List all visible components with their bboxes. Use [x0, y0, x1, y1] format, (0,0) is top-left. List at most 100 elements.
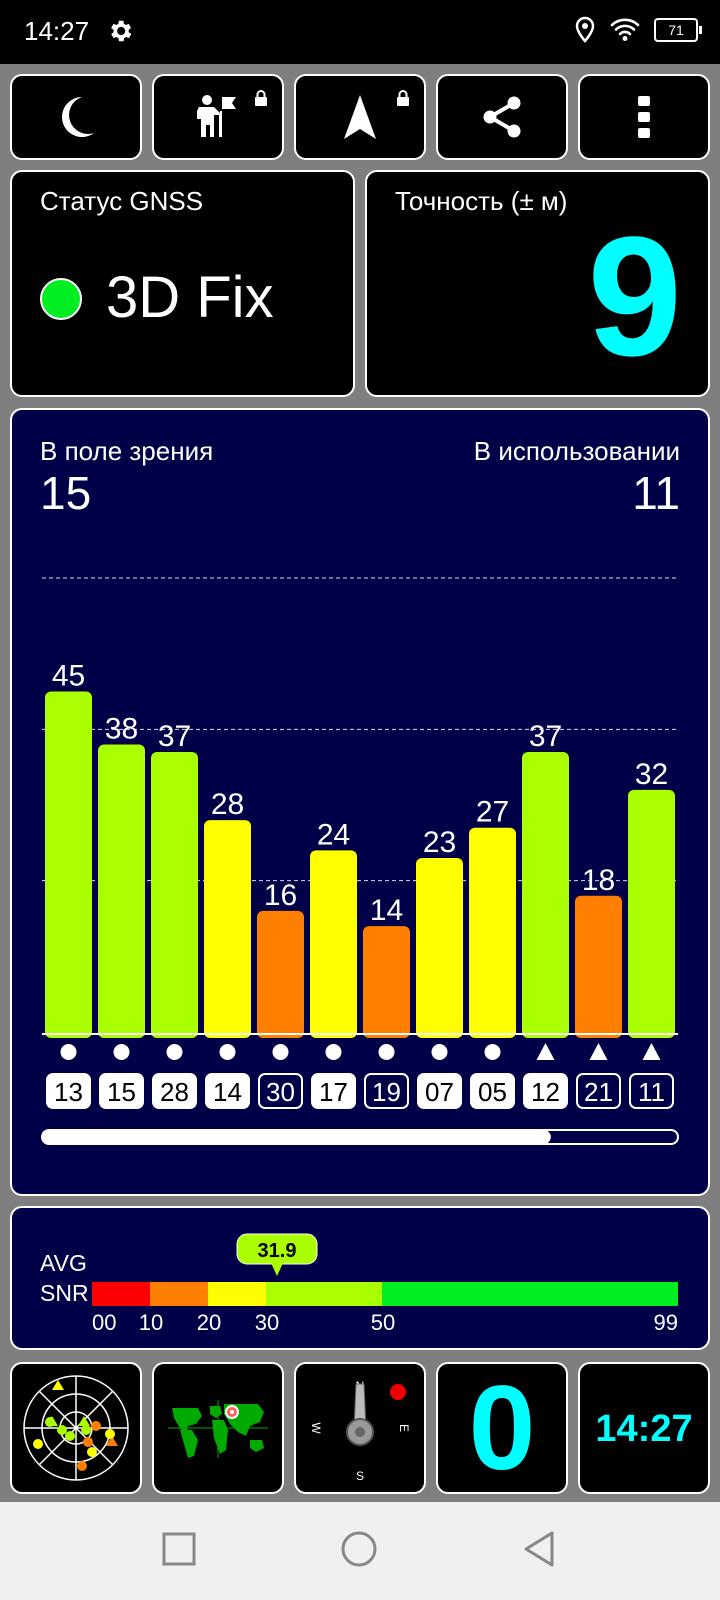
snr-bar	[310, 850, 357, 1038]
satellite-marker	[536, 1043, 555, 1060]
satellite-id-label: 30	[266, 1077, 295, 1107]
snr-value-label: 14	[370, 894, 403, 927]
satellite-marker	[378, 1044, 395, 1060]
satellite-id-label: 14	[213, 1077, 242, 1107]
fix-indicator	[40, 278, 82, 320]
status-bar: 14:27 71	[0, 0, 720, 64]
satellite-id-box	[523, 1073, 568, 1109]
satellite-id-box	[470, 1073, 515, 1109]
lock-icon	[397, 90, 409, 106]
satellite-marker	[325, 1044, 342, 1060]
satellite-marker	[219, 1044, 236, 1060]
in-use-label: В использовании	[473, 436, 680, 466]
snr-bar	[628, 789, 675, 1038]
satellite-id-label: 19	[372, 1077, 401, 1107]
snr-scale-segment	[382, 1282, 678, 1306]
satellite-id-label: 11	[638, 1077, 665, 1107]
compass-icon: N S W E	[309, 1379, 411, 1483]
satellite-marker	[166, 1044, 183, 1060]
snr-value-label: 27	[476, 796, 509, 829]
compass-s: S	[356, 1469, 364, 1483]
clock-button[interactable]: 14:27	[578, 1362, 710, 1494]
snr-value-label: 45	[52, 660, 85, 693]
waypoint-button[interactable]	[152, 74, 284, 160]
satellite-id-box	[46, 1073, 91, 1109]
compass-button[interactable]: N S W E	[294, 1362, 426, 1494]
snr-bar	[363, 926, 410, 1038]
sky-view-button[interactable]	[10, 1362, 142, 1494]
lock-icon	[255, 90, 267, 106]
satellite-id-box	[152, 1073, 197, 1109]
status-time: 14:27	[24, 16, 90, 46]
satellite-panel: В поле зрения 15 В использовании 11 45 13…	[10, 408, 710, 1196]
satellite-id-box	[258, 1073, 303, 1109]
speed-value: 0	[468, 1361, 536, 1495]
snr-tick-label: 20	[197, 1310, 221, 1335]
satellite-marker	[60, 1044, 77, 1060]
in-view-label: В поле зрения	[40, 436, 214, 466]
gnss-status-panel: Статус GNSS 3D Fix	[10, 170, 355, 397]
gnss-status-label: Статус GNSS	[40, 186, 204, 216]
recent-apps-button[interactable]	[162, 1532, 196, 1566]
satellite-id-box	[99, 1073, 144, 1109]
snr-bar	[469, 827, 516, 1038]
back-button[interactable]	[522, 1530, 556, 1568]
snr-bar	[204, 820, 251, 1038]
world-map-button[interactable]	[152, 1362, 284, 1494]
night-mode-button[interactable]	[10, 74, 142, 160]
snr-bar	[45, 691, 92, 1038]
wifi-icon	[610, 18, 640, 41]
snr-bar	[98, 744, 145, 1038]
accuracy-label: Точность (± м)	[395, 186, 568, 216]
snr-scale-segment	[266, 1282, 382, 1306]
snr-bar	[151, 752, 198, 1038]
navigation-button[interactable]	[294, 74, 426, 160]
more-vertical-icon	[638, 96, 650, 138]
navigation-bar	[0, 1502, 720, 1600]
compass-e: E	[397, 1424, 411, 1432]
satellite-id-label: 07	[425, 1077, 454, 1107]
world-map-icon	[168, 1400, 268, 1458]
snr-label: SNR	[40, 1280, 89, 1306]
snr-tick-label: 10	[139, 1310, 163, 1335]
satellite-marker	[113, 1044, 130, 1060]
satellite-id-box	[205, 1073, 250, 1109]
more-options-button[interactable]	[578, 74, 710, 160]
home-button[interactable]	[340, 1530, 378, 1568]
satellite-id-label: 05	[478, 1077, 507, 1107]
in-use-count: 11	[632, 467, 680, 519]
share-button[interactable]	[436, 74, 568, 160]
location-icon	[575, 16, 595, 43]
snr-value-label: 24	[317, 818, 350, 851]
snr-tick-label: 50	[371, 1310, 395, 1335]
sky-plot-icon	[23, 1375, 129, 1481]
snr-value-label: 18	[582, 864, 615, 897]
satellite-marker	[272, 1044, 289, 1060]
accuracy-panel: Точность (± м) 9	[365, 170, 710, 397]
snr-tick-label: 30	[255, 1310, 279, 1335]
satellite-id-label: 28	[160, 1077, 189, 1107]
satellite-marker	[642, 1043, 661, 1060]
moon-icon	[61, 97, 94, 137]
snr-bar-chart: 45 13 38 15 37 28 28 14 16 30 24 17 14 19 23 07 27 05 37 12…	[41, 577, 679, 1145]
snr-scale-segment	[208, 1282, 266, 1306]
share-icon	[483, 96, 521, 138]
satellite-id-box	[311, 1073, 356, 1109]
in-view-count: 15	[40, 467, 92, 519]
satellite-id-label: 12	[531, 1077, 560, 1107]
person-flag-icon	[197, 95, 236, 137]
snr-bar	[575, 895, 622, 1038]
speed-button[interactable]: 0	[436, 1362, 568, 1494]
snr-bar	[522, 752, 569, 1038]
satellite-marker	[484, 1044, 501, 1060]
avg-snr-panel: AVG SNR 00 10 20 30 50 99 31.9	[10, 1206, 710, 1350]
snr-scale-segment	[150, 1282, 208, 1306]
snr-scale-segment	[92, 1282, 150, 1306]
satellite-id-label: 15	[107, 1077, 136, 1107]
snr-value-label: 37	[529, 720, 562, 753]
snr-value-label: 38	[105, 712, 138, 745]
avg-snr-value: 31.9	[258, 1240, 297, 1262]
accuracy-value: 9	[587, 202, 682, 392]
snr-value-label: 23	[423, 826, 456, 859]
battery-indicator: 71	[654, 18, 702, 42]
